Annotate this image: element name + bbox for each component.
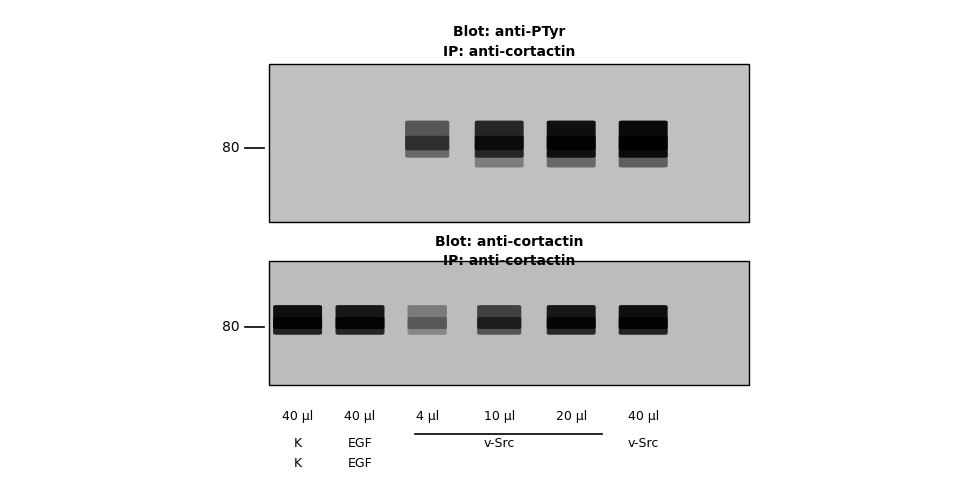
FancyBboxPatch shape <box>547 317 595 335</box>
FancyBboxPatch shape <box>547 121 595 150</box>
Text: v-Src: v-Src <box>484 437 515 450</box>
FancyBboxPatch shape <box>269 261 749 385</box>
Text: IP: anti-cortactin: IP: anti-cortactin <box>443 254 575 268</box>
FancyBboxPatch shape <box>474 121 524 150</box>
FancyBboxPatch shape <box>273 305 323 329</box>
FancyBboxPatch shape <box>547 305 595 329</box>
Text: K: K <box>294 457 301 470</box>
Text: 40 μl: 40 μl <box>628 410 659 423</box>
Text: Blot: anti-cortactin: Blot: anti-cortactin <box>435 235 583 248</box>
Text: 4 μl: 4 μl <box>416 410 439 423</box>
Text: 20 μl: 20 μl <box>556 410 587 423</box>
FancyBboxPatch shape <box>408 317 446 335</box>
Text: Blot: anti-PTyr: Blot: anti-PTyr <box>452 25 565 39</box>
FancyBboxPatch shape <box>273 317 323 335</box>
FancyBboxPatch shape <box>474 150 524 168</box>
FancyBboxPatch shape <box>405 136 449 158</box>
Text: 80: 80 <box>223 320 240 334</box>
Text: IP: anti-cortactin: IP: anti-cortactin <box>443 45 575 59</box>
Text: 40 μl: 40 μl <box>345 410 375 423</box>
FancyBboxPatch shape <box>477 317 521 335</box>
FancyBboxPatch shape <box>547 136 595 158</box>
FancyBboxPatch shape <box>619 121 668 150</box>
FancyBboxPatch shape <box>405 121 449 150</box>
FancyBboxPatch shape <box>408 305 446 329</box>
FancyBboxPatch shape <box>336 317 384 335</box>
Text: EGF: EGF <box>348 457 372 470</box>
FancyBboxPatch shape <box>619 305 668 329</box>
FancyBboxPatch shape <box>619 150 668 168</box>
Text: v-Src: v-Src <box>628 437 659 450</box>
FancyBboxPatch shape <box>336 305 384 329</box>
Text: 40 μl: 40 μl <box>282 410 313 423</box>
FancyBboxPatch shape <box>477 305 521 329</box>
FancyBboxPatch shape <box>619 136 668 158</box>
FancyBboxPatch shape <box>547 150 595 168</box>
Text: 10 μl: 10 μl <box>484 410 515 423</box>
FancyBboxPatch shape <box>474 136 524 158</box>
FancyBboxPatch shape <box>619 317 668 335</box>
Text: EGF: EGF <box>348 437 372 450</box>
Text: K: K <box>294 437 301 450</box>
Text: 80: 80 <box>223 141 240 155</box>
FancyBboxPatch shape <box>269 64 749 222</box>
